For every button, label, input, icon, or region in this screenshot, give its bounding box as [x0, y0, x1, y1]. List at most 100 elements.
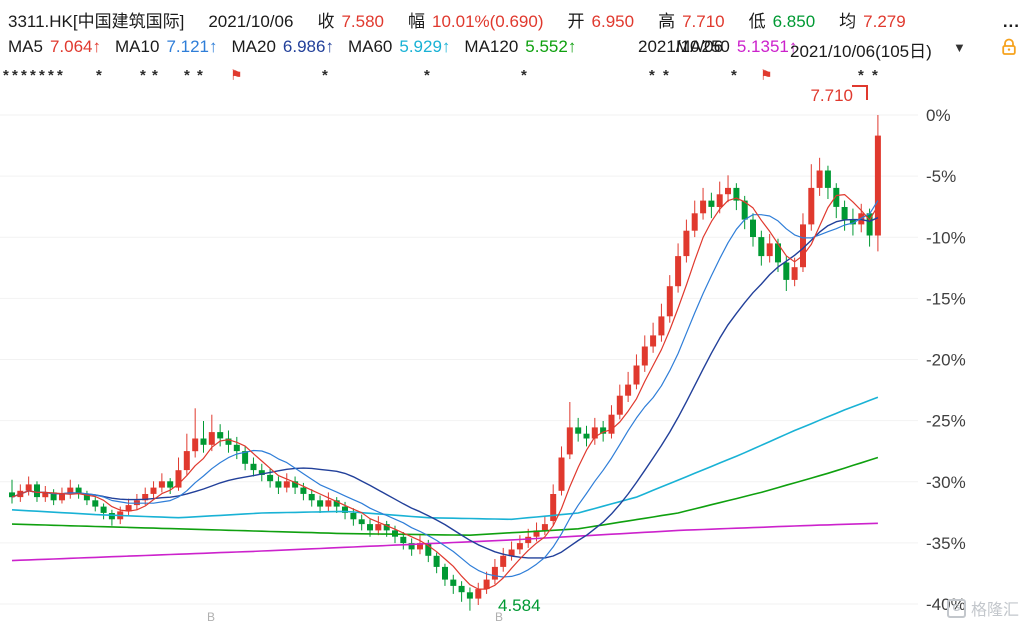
candle[interactable]: [325, 500, 332, 507]
flag-marker-icon[interactable]: ⚑: [760, 67, 773, 83]
candle[interactable]: [849, 219, 856, 225]
candle[interactable]: [608, 414, 615, 434]
candle[interactable]: [83, 494, 90, 501]
candle[interactable]: [275, 481, 282, 488]
candle[interactable]: [192, 438, 199, 452]
candle[interactable]: [308, 494, 315, 501]
event-marker-icon[interactable]: *: [663, 67, 669, 84]
candle[interactable]: [824, 170, 831, 188]
candle[interactable]: [766, 243, 773, 257]
candle[interactable]: [158, 481, 165, 488]
candle[interactable]: [233, 444, 240, 452]
chevron-down-icon[interactable]: ▼: [953, 40, 966, 55]
event-marker-icon[interactable]: *: [12, 67, 18, 84]
event-marker-icon[interactable]: *: [21, 67, 27, 84]
event-marker-icon[interactable]: *: [649, 67, 655, 84]
candle[interactable]: [833, 187, 840, 207]
lock-icon[interactable]: [999, 37, 1019, 57]
candle[interactable]: [225, 438, 232, 445]
candle[interactable]: [700, 200, 707, 214]
candle[interactable]: [633, 365, 640, 385]
candle[interactable]: [67, 487, 74, 494]
event-marker-icon[interactable]: *: [57, 67, 63, 84]
candle[interactable]: [783, 262, 790, 280]
candle[interactable]: [625, 384, 632, 396]
candle[interactable]: [675, 256, 682, 287]
candle[interactable]: [75, 487, 82, 494]
candle[interactable]: [575, 427, 582, 434]
candle[interactable]: [525, 536, 532, 544]
candle[interactable]: [616, 395, 623, 415]
event-marker-icon[interactable]: *: [3, 67, 9, 84]
candle[interactable]: [750, 219, 756, 237]
candle[interactable]: [42, 492, 49, 498]
candle[interactable]: [641, 346, 648, 366]
candle[interactable]: [600, 427, 607, 434]
candle[interactable]: [383, 524, 390, 531]
candle[interactable]: [691, 213, 698, 231]
candle[interactable]: [200, 438, 207, 445]
candle[interactable]: [283, 481, 290, 488]
candle[interactable]: [217, 432, 224, 439]
event-marker-icon[interactable]: *: [872, 67, 878, 84]
candle[interactable]: [175, 470, 182, 488]
candle[interactable]: [716, 194, 723, 207]
candle[interactable]: [208, 432, 215, 445]
event-marker-icon[interactable]: *: [140, 67, 146, 84]
candle[interactable]: [100, 506, 107, 513]
candle[interactable]: [650, 335, 657, 347]
candle[interactable]: [841, 207, 848, 220]
candle[interactable]: [708, 200, 715, 207]
candle[interactable]: [242, 451, 249, 464]
event-marker-icon[interactable]: *: [39, 67, 45, 84]
candle[interactable]: [791, 267, 798, 280]
candle[interactable]: [59, 494, 65, 501]
candle[interactable]: [483, 579, 490, 590]
candle[interactable]: [533, 530, 540, 537]
candle[interactable]: [658, 316, 665, 336]
event-marker-icon[interactable]: *: [30, 67, 36, 84]
candle[interactable]: [92, 500, 99, 507]
candle[interactable]: [591, 427, 598, 439]
event-marker-icon[interactable]: *: [197, 67, 203, 84]
candle[interactable]: [874, 135, 881, 236]
candle[interactable]: [150, 487, 157, 494]
candle[interactable]: [450, 579, 457, 586]
candle[interactable]: [866, 213, 873, 236]
candle[interactable]: [50, 492, 57, 501]
event-marker-icon[interactable]: *: [184, 67, 190, 84]
candle[interactable]: [350, 513, 357, 520]
event-marker-icon[interactable]: *: [731, 67, 737, 84]
candle[interactable]: [108, 513, 115, 520]
candle[interactable]: [433, 555, 440, 567]
candle[interactable]: [125, 505, 132, 512]
candle[interactable]: [491, 566, 498, 580]
candle[interactable]: [583, 433, 590, 439]
event-marker-icon[interactable]: *: [521, 67, 527, 84]
candle[interactable]: [425, 543, 432, 556]
candle[interactable]: [550, 494, 557, 521]
candle[interactable]: [258, 470, 265, 475]
candle[interactable]: [666, 286, 673, 317]
candle[interactable]: [167, 481, 174, 488]
candle[interactable]: [516, 543, 523, 550]
candle[interactable]: [408, 543, 415, 550]
candle[interactable]: [142, 494, 149, 501]
event-marker-icon[interactable]: *: [858, 67, 864, 84]
candle[interactable]: [333, 500, 340, 507]
flag-marker-icon[interactable]: ⚑: [230, 67, 243, 83]
candle[interactable]: [500, 555, 507, 567]
candle[interactable]: [375, 524, 382, 531]
candle[interactable]: [34, 484, 40, 498]
candle[interactable]: [9, 492, 15, 498]
candle[interactable]: [367, 524, 373, 531]
candle[interactable]: [741, 200, 748, 220]
candle[interactable]: [683, 230, 690, 257]
candle[interactable]: [733, 187, 740, 201]
candle[interactable]: [808, 187, 815, 225]
candle[interactable]: [758, 237, 765, 257]
candle[interactable]: [250, 463, 257, 471]
candle[interactable]: [292, 481, 299, 488]
candle[interactable]: [267, 474, 274, 482]
